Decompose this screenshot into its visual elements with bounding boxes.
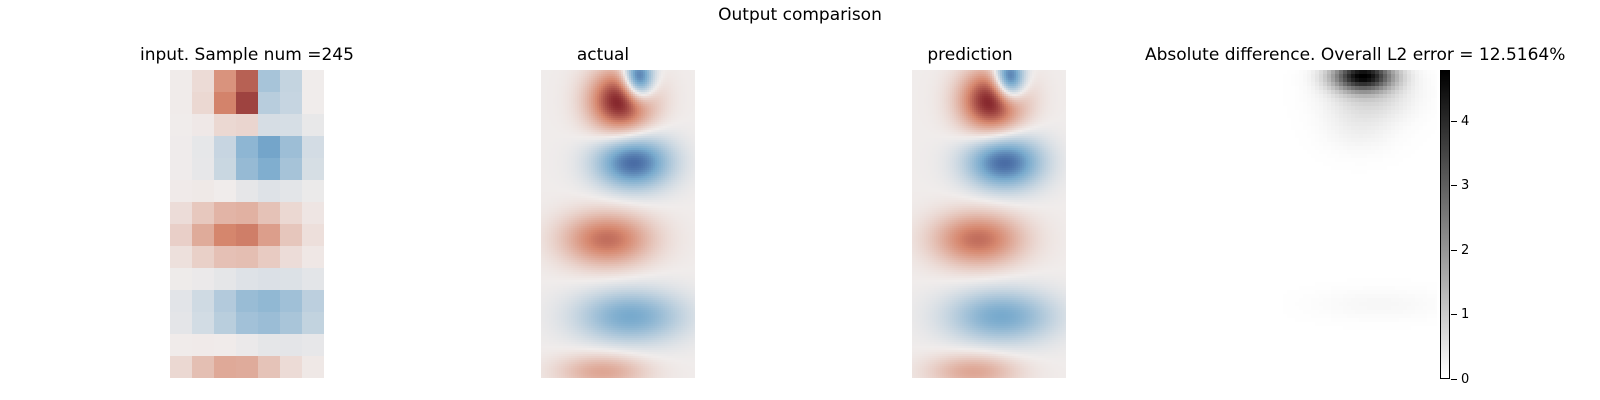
colorbar-tick	[1451, 314, 1457, 316]
panel-title-prediction: prediction	[870, 45, 1070, 65]
colorbar	[1440, 70, 1450, 379]
colorbar-tick	[1451, 121, 1457, 122]
colorbar-tick-label: 4	[1461, 115, 1469, 128]
colorbar-tick-label: 2	[1461, 244, 1469, 257]
heatmap-prediction	[912, 70, 1066, 378]
heatmap-actual	[541, 70, 695, 378]
figure-suptitle: Output comparison	[0, 5, 1600, 25]
colorbar-tick-label: 3	[1461, 179, 1469, 192]
heatmap-input	[170, 70, 324, 378]
colorbar-tick	[1451, 185, 1457, 187]
colorbar-tick	[1451, 378, 1457, 380]
panel-title-actual: actual	[503, 45, 703, 65]
colorbar-tick-label: 0	[1461, 373, 1469, 386]
heatmap-abs-diff	[1283, 70, 1437, 378]
colorbar-tick	[1451, 249, 1457, 251]
panel-title-input: input. Sample num =245	[140, 45, 354, 65]
colorbar-tick-label: 1	[1461, 308, 1469, 321]
panel-title-abs-diff: Absolute difference. Overall L2 error = …	[1145, 45, 1565, 65]
